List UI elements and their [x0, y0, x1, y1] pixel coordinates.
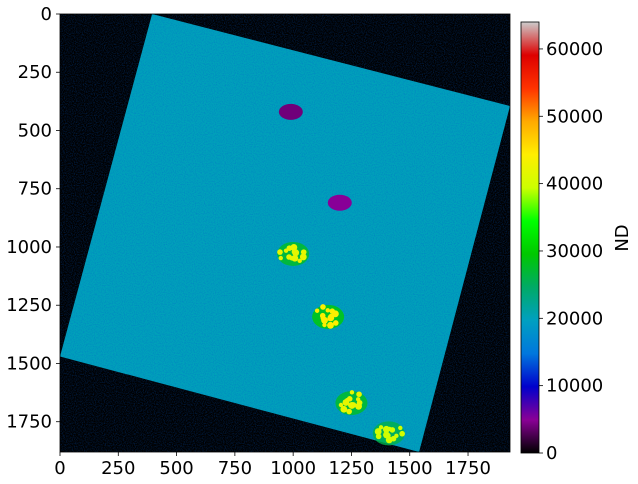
colorbar-label: ND	[612, 224, 633, 251]
x-tick-label: 0	[54, 458, 65, 479]
low-value-feature	[278, 103, 303, 120]
high-value-feature	[312, 304, 345, 329]
x-tick-label: 1750	[445, 458, 491, 479]
y-tick-label: 0	[41, 4, 52, 25]
axes: 0 250 500 750 1000 1250 1500 1750 0 250 500 750 1000…	[6, 4, 511, 479]
y-tick-label: 1250	[6, 295, 52, 316]
x-tick-label: 500	[159, 458, 193, 479]
y-tick-label: 1750	[6, 412, 52, 433]
y-tick-label: 250	[18, 62, 52, 83]
colorbar-tick-label: 0	[546, 443, 557, 464]
x-tick-label: 1000	[270, 458, 316, 479]
colorbar-tick-label: 60000	[546, 39, 603, 60]
high-value-feature	[372, 421, 405, 446]
x-tick-label: 250	[101, 458, 135, 479]
y-tick-label: 750	[18, 179, 52, 200]
colorbar-tick-label: 40000	[546, 174, 603, 195]
colorbar: 0 10000 20000 30000 40000 50000 60000 ND	[520, 21, 633, 464]
colorbar-gradient	[521, 22, 539, 453]
scene-texture	[60, 14, 510, 452]
y-tick-label: 500	[18, 120, 52, 141]
x-tick-label: 1500	[387, 458, 433, 479]
plot-area	[60, 14, 510, 452]
x-tick-label: 1250	[329, 458, 375, 479]
colorbar-tick-label: 30000	[546, 241, 603, 262]
y-tick-label: 1500	[6, 353, 52, 374]
colorbar-tick-label: 20000	[546, 308, 603, 329]
colorbar-frame	[520, 21, 540, 454]
colorbar-tick-label: 10000	[546, 376, 603, 397]
axes-frame	[59, 13, 511, 453]
x-tick-label: 750	[218, 458, 252, 479]
high-value-feature	[277, 241, 310, 266]
low-value-feature	[327, 194, 352, 211]
high-value-feature	[335, 390, 368, 416]
colorbar-tick-label: 50000	[546, 106, 603, 127]
y-tick-label: 1000	[6, 237, 52, 258]
